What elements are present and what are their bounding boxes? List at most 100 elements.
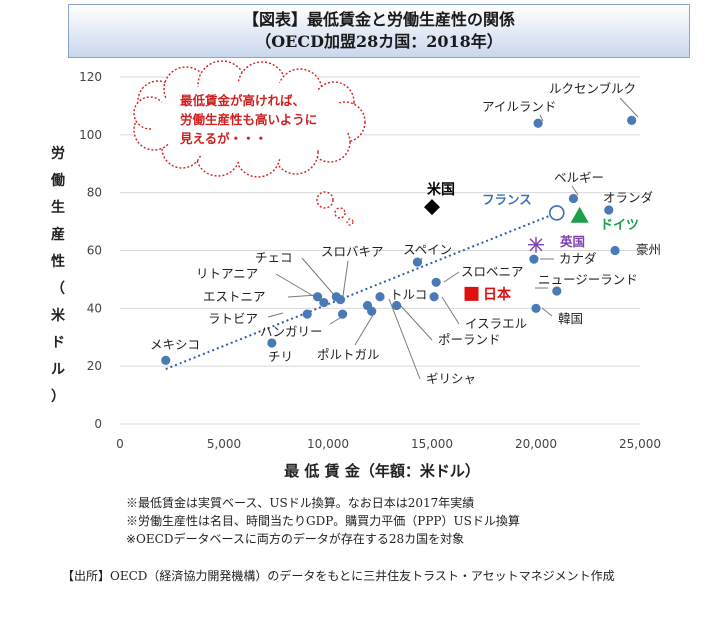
point-label: 韓国 <box>558 311 583 326</box>
annotation-text: 見えるが・・・ <box>179 131 267 146</box>
point-カナダ <box>529 254 539 264</box>
leader-line <box>388 298 421 380</box>
highlight-label: 日本 <box>483 286 512 303</box>
point-label: カナダ <box>559 251 597 266</box>
point-label: ラトビア <box>208 311 258 326</box>
point-label: トルコ <box>390 287 427 302</box>
marker-ドイツ <box>570 206 589 223</box>
leader-line <box>619 97 639 118</box>
point-ハンガリー <box>337 309 348 319</box>
footnote-3: ※OECDデータベースに両方のデータが存在する28カ国を対象 <box>126 532 465 546</box>
annotation-text: 最低賃金が高ければ、 <box>180 93 305 108</box>
leader-line <box>571 185 579 196</box>
point-エストニア <box>313 292 323 302</box>
y-axis-label-text: 労働生産性（米ドル） <box>50 145 66 405</box>
point-ベルギー <box>568 193 579 204</box>
leader-line <box>539 114 544 122</box>
point-スロバキア <box>335 295 346 305</box>
cloud-tail-bubble <box>334 207 346 219</box>
marker-フランス <box>548 205 565 221</box>
chart-title-box: 【図表】最低賃金と労働生産性の関係 （OECD加盟28カ国：2018年） <box>68 4 690 58</box>
point-label: ルクセンブルク <box>549 81 636 96</box>
point-label: チリ <box>268 349 293 364</box>
point-label: リトアニア <box>196 266 258 281</box>
point-オランダ <box>604 205 614 215</box>
leader-line <box>267 312 284 318</box>
data-points <box>161 115 637 365</box>
highlight-label: フランス <box>482 192 532 207</box>
point-アイルランド <box>533 118 543 128</box>
y-tick-label: 80 <box>87 186 102 200</box>
point-label: ニュージーランド <box>538 272 638 287</box>
point-label: エストニア <box>203 289 266 304</box>
point-メキシコ <box>161 355 171 365</box>
point-スペイン <box>412 257 423 267</box>
point-ニュージーランド <box>552 286 562 296</box>
x-tick-label: 25,000 <box>619 437 661 451</box>
y-tick-label: 0 <box>94 417 102 431</box>
point-label: メキシコ <box>150 337 200 352</box>
marker-英国 <box>528 236 544 253</box>
point-label: スロバキア <box>321 244 384 259</box>
leader-line <box>301 257 336 297</box>
chart-title: 【図表】最低賃金と労働生産性の関係 <box>242 10 515 29</box>
leader-line <box>399 304 433 341</box>
source-note: 【出所】OECD（経済協力開発機構）のデータをもとに三井住友トラスト・アセットマ… <box>62 569 615 583</box>
point-label: ポーランド <box>438 332 501 347</box>
point-韓国 <box>531 303 541 313</box>
x-axis-label: 最 低 賃 金（年額：米ドル） <box>284 462 480 480</box>
point-ポルトガル <box>367 306 377 316</box>
point-label: イスラエル <box>465 316 527 331</box>
leader-line <box>275 273 321 301</box>
cloud-tail-bubble <box>346 218 354 226</box>
y-tick-label: 20 <box>87 359 102 373</box>
point-label: ギリシャ <box>426 371 476 386</box>
point-豪州 <box>610 245 620 256</box>
leader-line <box>441 296 460 325</box>
y-tick-label: 60 <box>87 244 102 258</box>
point-label: ベルギー <box>554 170 604 185</box>
y-axis-label: 労働生産性（米ドル） <box>50 145 66 405</box>
highlight-label: ドイツ <box>600 218 639 233</box>
leader-line <box>541 307 553 317</box>
point-label: スロベニア <box>461 264 524 279</box>
point-label: オランダ <box>603 190 653 205</box>
y-tick-label: 40 <box>87 301 102 315</box>
trend-line <box>165 211 558 370</box>
point-トルコ <box>392 300 402 311</box>
point-label: ハンガリー <box>260 324 323 339</box>
point-label: ポルトガル <box>317 347 380 362</box>
point-スロベニア <box>431 277 441 287</box>
y-tick-label: 100 <box>79 128 102 142</box>
leader-line <box>342 260 349 297</box>
marker-日本 <box>464 286 479 301</box>
footnote-1: ※最低賃金は実質ベース、USドル換算。なお日本は2017年実績 <box>126 496 475 510</box>
point-イスラエル <box>429 292 439 302</box>
x-tick-label: 15,000 <box>411 437 453 451</box>
point-ラトビア <box>302 309 312 319</box>
chart-subtitle: （OECD加盟28カ国：2018年） <box>255 32 503 51</box>
x-tick-label: 20,000 <box>515 437 557 451</box>
cloud-body <box>150 81 350 161</box>
leader-line <box>354 309 377 346</box>
marker-米国 <box>424 199 440 216</box>
highlight-label: 英国 <box>560 234 585 249</box>
point-ギリシャ <box>375 292 385 302</box>
point-リトアニア <box>319 297 329 308</box>
x-tick-label: 0 <box>116 437 124 451</box>
point-label: チェコ <box>255 250 293 265</box>
tick-labels: 0 20 40 60 80 100 120 0 5,000 10,000 15,000 20,000 2… <box>79 70 661 451</box>
x-tick-label: 5,000 <box>207 437 241 451</box>
point-label: アイルランド <box>482 99 556 114</box>
cloud-tail-bubble <box>316 191 334 209</box>
y-tick-label: 120 <box>79 70 102 84</box>
x-tick-label: 10,000 <box>307 437 349 451</box>
point-ルクセンブルク <box>627 115 637 125</box>
footnote-2: ※労働生産性は名目、時間当たりGDP。購買力平価（PPP）USドル換算 <box>126 514 520 528</box>
annotation-text: 労働生産性も高いように <box>180 112 317 127</box>
footnotes: ※最低賃金は実質ベース、USドル換算。なお日本は2017年実績 ※労働生産性は名… <box>126 494 520 548</box>
point-label: 豪州 <box>636 242 661 257</box>
